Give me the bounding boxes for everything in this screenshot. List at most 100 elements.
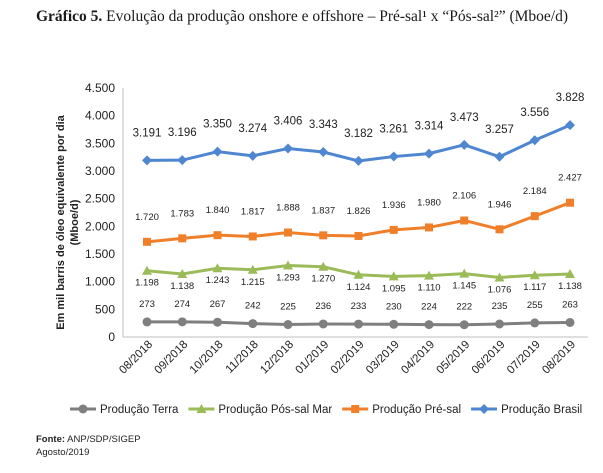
source-note: Fonte: ANP/SDP/SIGEP Agosto/2019 bbox=[36, 434, 141, 458]
data-label: 3.182 bbox=[344, 128, 373, 140]
legend-label: Produção Terra bbox=[100, 404, 179, 416]
data-point bbox=[247, 264, 258, 274]
data-point bbox=[388, 151, 399, 162]
data-label: 1.840 bbox=[206, 205, 230, 216]
data-point bbox=[177, 155, 188, 166]
data-label: 274 bbox=[174, 299, 190, 310]
chart-title: Gráfico 5. Evolução da produção onshore … bbox=[36, 8, 568, 25]
data-point bbox=[247, 150, 258, 161]
y-tick-label: 1.000 bbox=[85, 275, 115, 289]
data-label: 1.117 bbox=[523, 282, 546, 293]
data-point bbox=[213, 231, 222, 240]
data-point bbox=[424, 270, 434, 280]
y-tick-label: 3.000 bbox=[85, 164, 115, 178]
data-point bbox=[494, 151, 505, 162]
data-point bbox=[459, 268, 470, 278]
data-point bbox=[495, 225, 504, 234]
data-label: 1.946 bbox=[488, 199, 512, 210]
data-label: 1.293 bbox=[276, 272, 300, 283]
data-label: 1.095 bbox=[382, 283, 406, 294]
data-label: 3.343 bbox=[309, 119, 338, 131]
data-point bbox=[283, 143, 293, 154]
data-label: 225 bbox=[280, 302, 296, 313]
y-tick-label: 500 bbox=[95, 302, 115, 316]
x-tick-label: 07/2019 bbox=[505, 339, 543, 377]
data-point bbox=[318, 319, 328, 329]
x-tick-label: 08/2019 bbox=[540, 339, 578, 377]
data-label: 3.257 bbox=[485, 124, 514, 136]
data-point bbox=[388, 271, 399, 281]
legend-label: Produção Pré-sal bbox=[372, 404, 461, 416]
y-tick-label: 4.000 bbox=[85, 109, 115, 123]
data-label: 1.270 bbox=[311, 274, 335, 285]
data-point bbox=[529, 270, 540, 280]
data-point bbox=[565, 120, 575, 131]
data-point bbox=[424, 148, 434, 159]
data-point bbox=[283, 320, 293, 330]
y-tick-label: 2.500 bbox=[85, 192, 115, 206]
legend-item: Produção Brasil bbox=[471, 404, 582, 416]
data-point bbox=[425, 223, 433, 232]
x-tick-label: 03/2019 bbox=[364, 339, 402, 377]
data-point bbox=[177, 317, 187, 327]
data-label: 3.828 bbox=[556, 92, 585, 104]
data-point bbox=[565, 317, 575, 327]
data-label: 1.243 bbox=[206, 275, 230, 286]
data-point bbox=[459, 139, 470, 150]
x-tick-label: 11/2018 bbox=[224, 339, 261, 376]
data-label: 267 bbox=[210, 299, 226, 310]
data-label: 1.817 bbox=[241, 206, 265, 217]
data-point bbox=[529, 135, 540, 146]
data-point bbox=[389, 225, 398, 234]
y-tick-label: 3.500 bbox=[85, 136, 115, 150]
data-label: 1.837 bbox=[311, 205, 335, 216]
data-point bbox=[177, 269, 188, 279]
data-label: 3.196 bbox=[168, 127, 197, 139]
data-label: 230 bbox=[386, 301, 402, 312]
data-point bbox=[142, 317, 152, 327]
legend-label: Produção Brasil bbox=[501, 404, 582, 416]
x-tick-label: 02/2019 bbox=[329, 339, 367, 377]
data-point bbox=[460, 216, 469, 225]
x-tick-label: 09/2018 bbox=[152, 339, 190, 377]
data-label: 1.936 bbox=[382, 200, 406, 211]
data-point bbox=[565, 269, 575, 279]
data-label: 3.406 bbox=[274, 116, 303, 128]
data-label: 3.556 bbox=[520, 107, 549, 119]
y-tick-label: 4.500 bbox=[85, 81, 115, 95]
x-tick-label: 12/2018 bbox=[258, 339, 296, 377]
data-point bbox=[530, 318, 540, 328]
x-tick-label: 10/2018 bbox=[188, 339, 226, 377]
data-label: 2.106 bbox=[452, 190, 476, 201]
data-point bbox=[78, 404, 88, 414]
data-point bbox=[389, 319, 399, 329]
data-point bbox=[319, 231, 328, 240]
data-point bbox=[212, 263, 223, 273]
data-label: 1.138 bbox=[558, 281, 582, 292]
data-label: 1.215 bbox=[241, 277, 265, 288]
data-label: 1.888 bbox=[276, 203, 300, 214]
data-point bbox=[424, 320, 434, 330]
data-label: 1.720 bbox=[135, 212, 159, 223]
data-label: 242 bbox=[245, 301, 261, 312]
x-tick-label: 04/2019 bbox=[399, 339, 437, 377]
data-point bbox=[178, 234, 187, 243]
data-point bbox=[530, 212, 539, 221]
y-tick-label: 0 bbox=[108, 330, 115, 344]
x-tick-label: 08/2018 bbox=[117, 339, 155, 377]
data-point bbox=[284, 228, 292, 237]
data-label: 263 bbox=[562, 299, 578, 310]
data-label: 1.124 bbox=[347, 282, 371, 293]
series-produção-brasil: 3.191 3.196 3.350 3.274 3.406 3.343 3.182 3.261… bbox=[133, 92, 585, 166]
data-point bbox=[495, 319, 504, 329]
data-point bbox=[213, 317, 222, 327]
data-point bbox=[142, 155, 152, 166]
data-label: 1.138 bbox=[170, 281, 194, 292]
data-label: 1.076 bbox=[488, 284, 512, 295]
data-label: 236 bbox=[315, 301, 331, 312]
legend-label: Produção Pós-sal Mar bbox=[218, 404, 332, 416]
data-label: 1.145 bbox=[452, 281, 476, 292]
data-label: 1.826 bbox=[347, 206, 371, 217]
data-point bbox=[248, 232, 257, 241]
data-point bbox=[566, 198, 574, 207]
